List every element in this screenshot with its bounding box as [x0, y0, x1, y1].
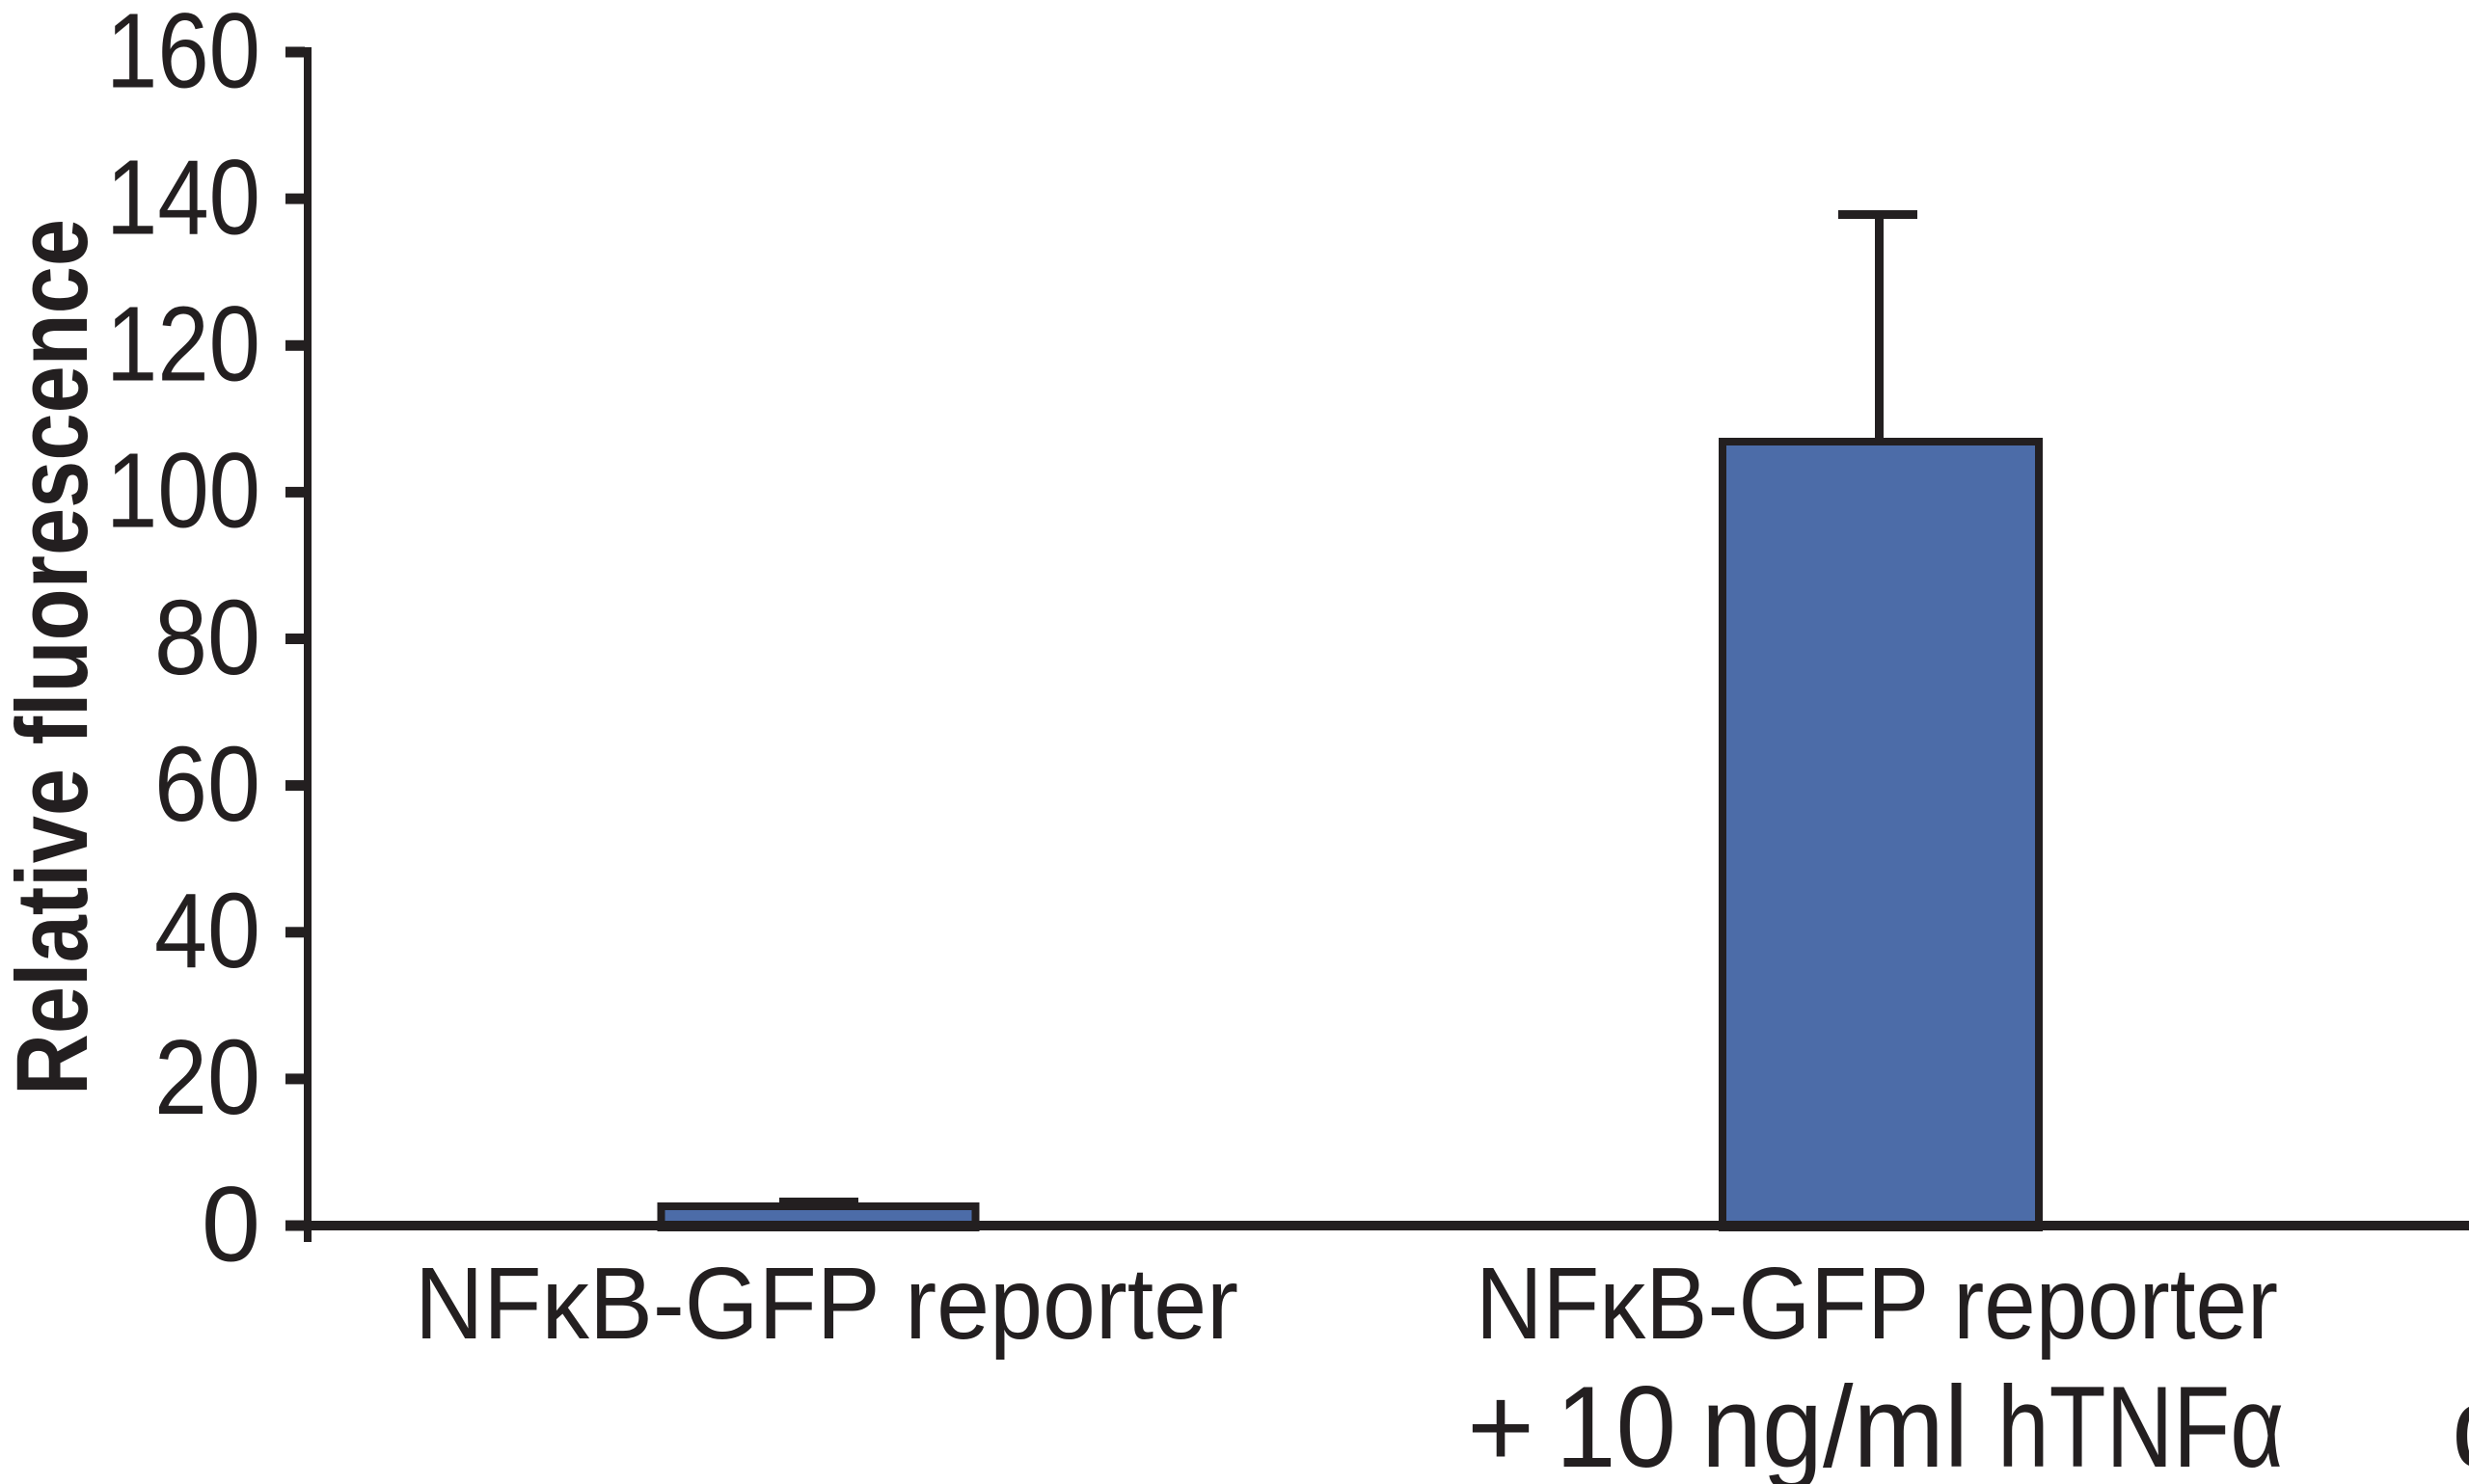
svg-text:140: 140 [106, 138, 260, 256]
svg-text:80: 80 [154, 579, 260, 697]
svg-text:40: 40 [154, 872, 260, 990]
svg-text:hTNFα: hTNFα [1997, 1363, 2284, 1484]
svg-text:10: 10 [1556, 1363, 1676, 1484]
svg-text:Relative fluorescence: Relative fluorescence [0, 219, 109, 1095]
svg-text:60: 60 [154, 725, 260, 844]
svg-text:160: 160 [106, 0, 260, 110]
svg-text:α: α [2452, 1363, 2469, 1484]
svg-text:ng/ml: ng/ml [1701, 1363, 1968, 1484]
svg-text:0: 0 [202, 1165, 260, 1283]
svg-text:100: 100 [106, 432, 260, 551]
svg-text:+: + [1467, 1363, 1534, 1484]
svg-text:NFκB-GFP reporter: NFκB-GFP reporter [415, 1247, 1238, 1361]
svg-text:20: 20 [154, 1018, 260, 1137]
svg-text:120: 120 [106, 285, 260, 404]
svg-text:NFκB-GFP reporter: NFκB-GFP reporter [1476, 1247, 2278, 1361]
